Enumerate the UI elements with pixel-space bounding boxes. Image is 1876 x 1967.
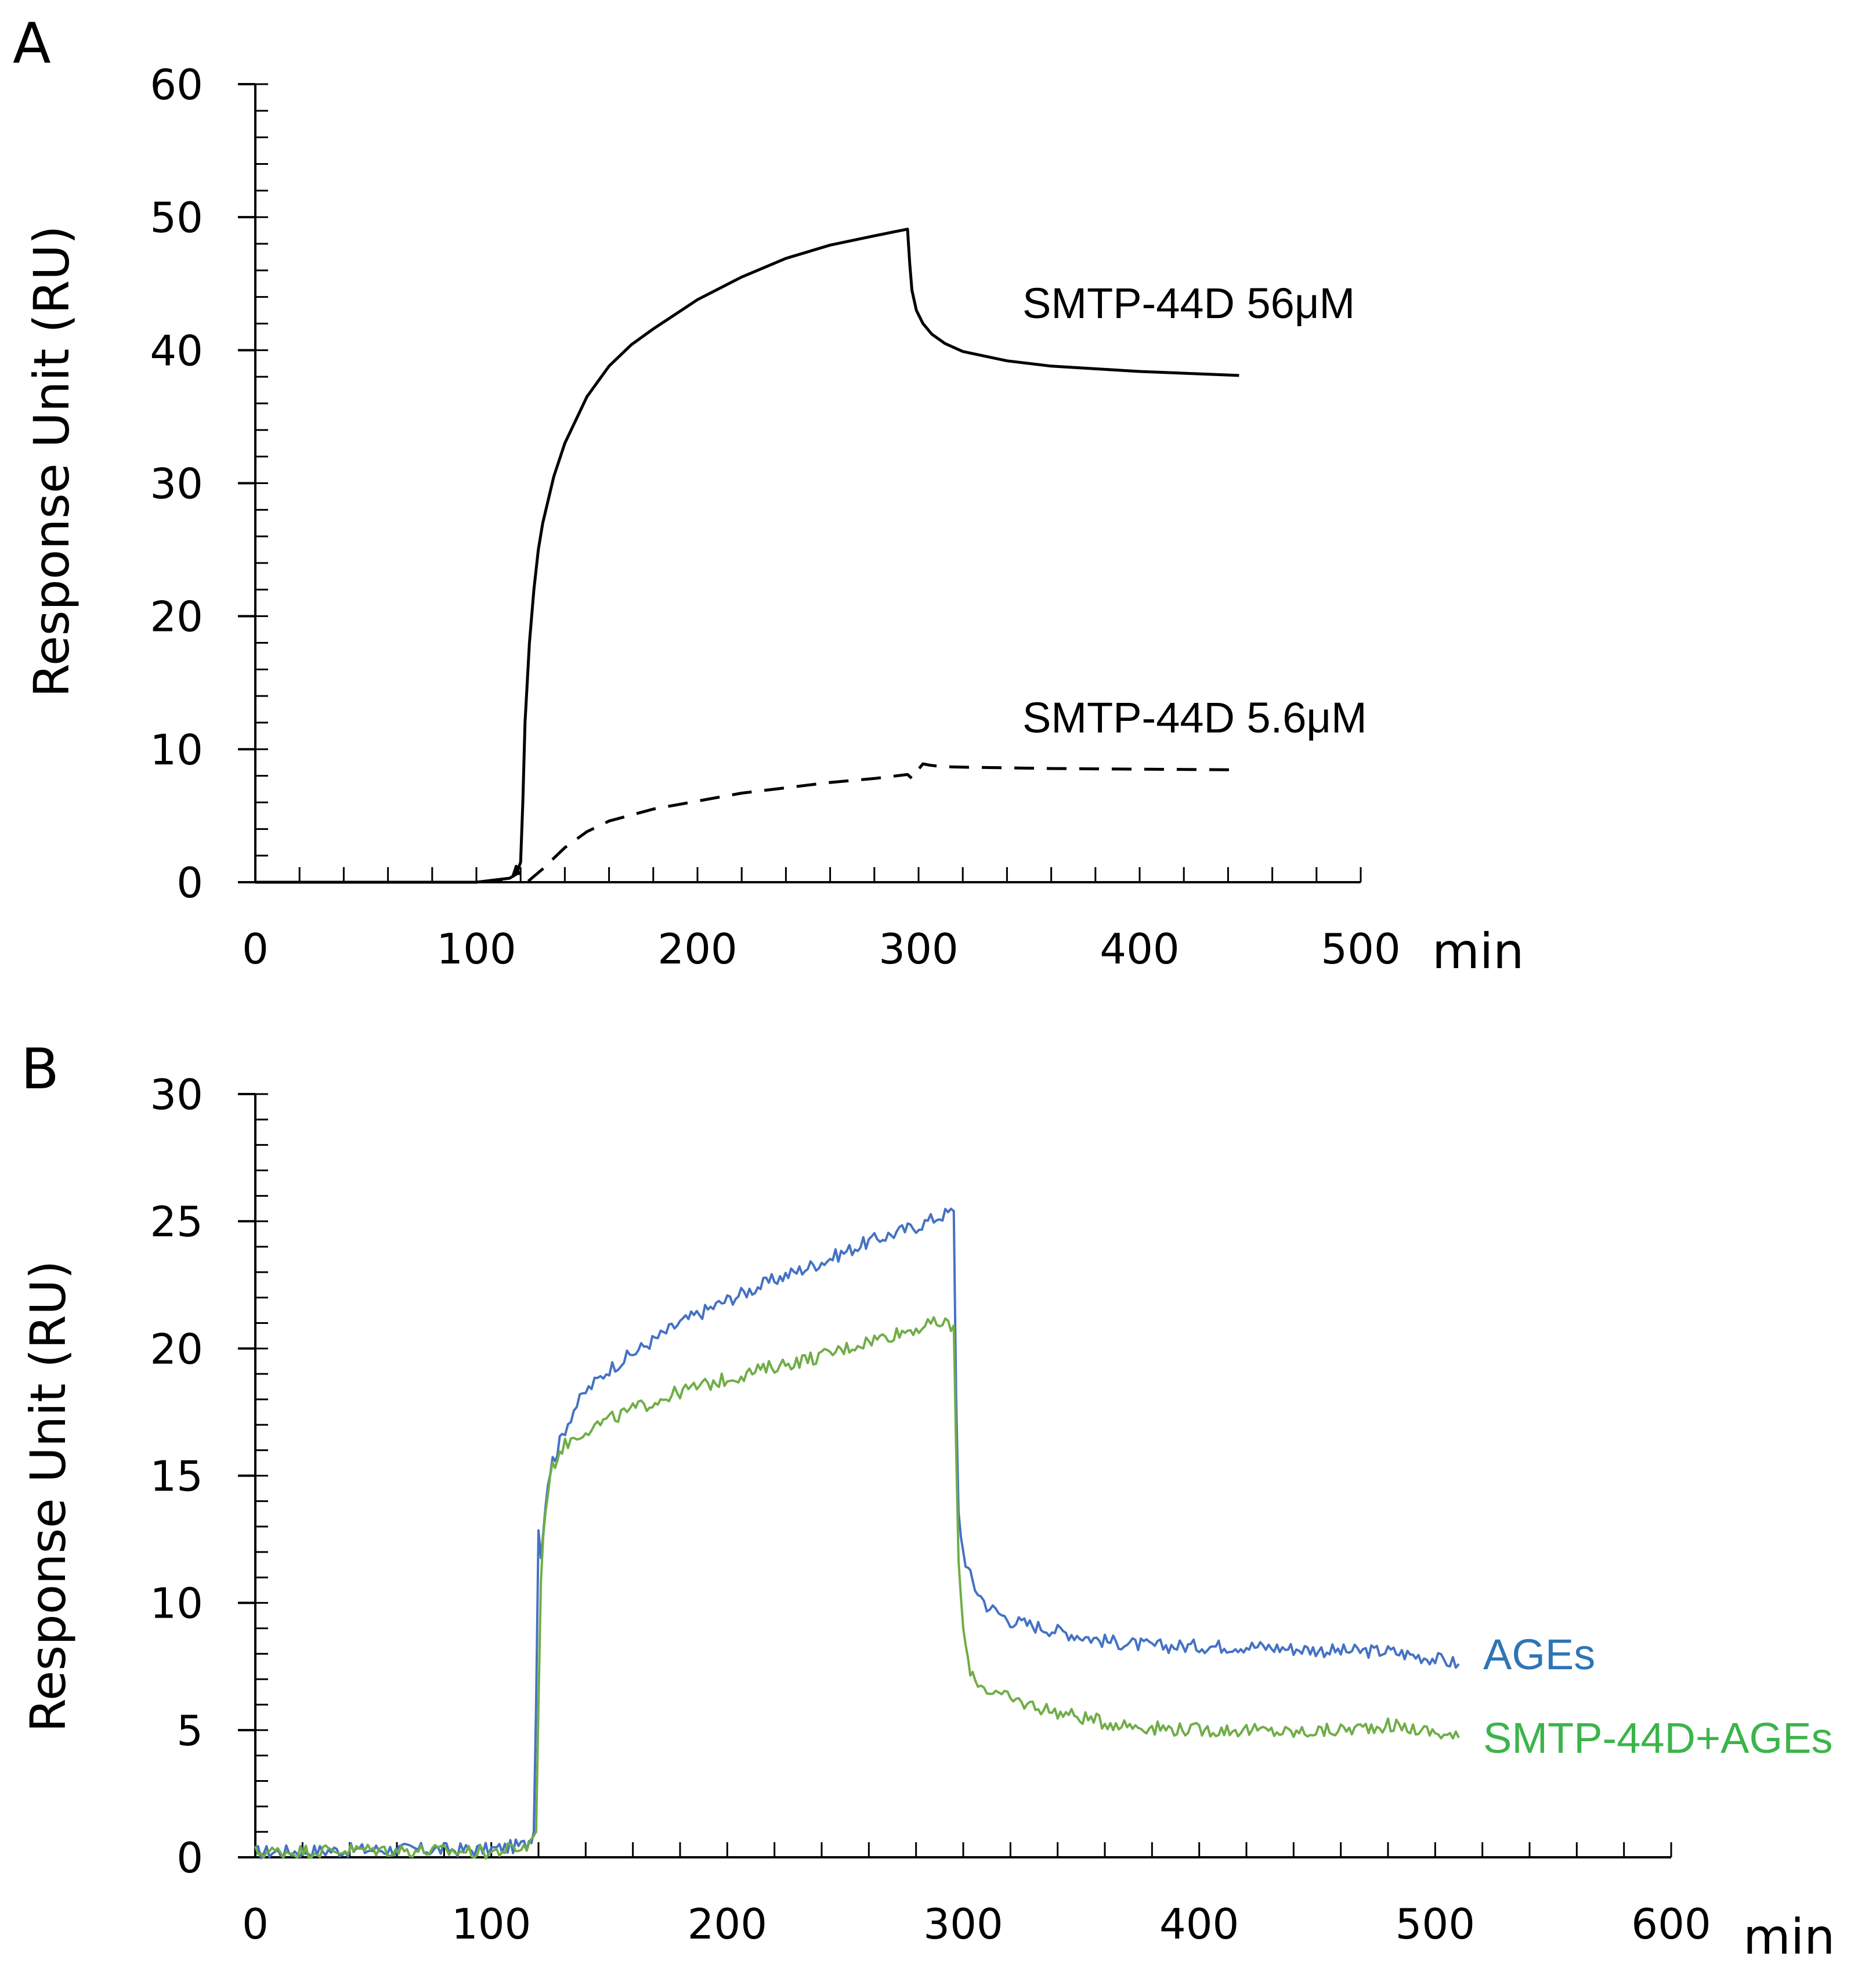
panel-b-y-tick-label: 10 — [150, 1579, 203, 1628]
panel-b-label: B — [21, 1037, 59, 1102]
panel-b-x-axis-unit: min — [1743, 1908, 1835, 1965]
panel-b-y-tick-label: 5 — [176, 1706, 203, 1755]
panel-b-label-smtp-ages: SMTP-44D+AGEs — [1483, 1714, 1832, 1762]
panel-a-series-line-0 — [255, 228, 1239, 884]
panel-a-x-tick-label: 200 — [657, 925, 737, 973]
panel-a-x-tick-label: 500 — [1321, 925, 1400, 973]
panel-a-x-axis-unit: min — [1432, 923, 1524, 980]
panel-a-y-tick-label: 50 — [150, 193, 203, 242]
panel-a-x-tick-label: 300 — [879, 925, 958, 973]
panel-b-y-tick-label: 15 — [150, 1452, 203, 1501]
panel-a-x-tick-label: 400 — [1100, 925, 1179, 973]
panel-b-y-tick-label: 25 — [150, 1197, 203, 1246]
panel-a-axes: 0 10 20 30 40 50 60 0 100 200 300 400 500 — [150, 60, 1400, 973]
panel-b-y-tick-label: 30 — [150, 1070, 203, 1119]
panel-b-x-tick-label: 300 — [923, 1900, 1003, 1948]
panel-a: A Response Unit (RU) min 0 10 20 30 40 50 60 0 1… — [13, 11, 1524, 980]
panel-b-x-tick-label: 0 — [242, 1900, 269, 1948]
panel-a-y-tick-label: 40 — [150, 326, 203, 375]
panel-a-y-tick-label: 10 — [150, 726, 203, 774]
panel-a-y-tick-label: 30 — [150, 460, 203, 508]
panel-a-x-tick-label: 0 — [242, 925, 269, 973]
panel-b-lines — [254, 1207, 1460, 1860]
panel-b-series-line-0 — [255, 1207, 1460, 1860]
panel-a-x-tick-label: 100 — [436, 925, 516, 973]
panel-b-y-tick-label: 20 — [150, 1324, 203, 1373]
panel-a-y-tick-label: 20 — [150, 593, 203, 641]
panel-b-series-line-1 — [254, 1316, 1460, 1860]
panel-a-series-line-1 — [255, 762, 1239, 884]
panel-a-y-tick-label: 60 — [150, 60, 203, 109]
panel-b-label-ages: AGEs — [1483, 1630, 1595, 1679]
panel-a-y-tick-label: 0 — [176, 858, 203, 907]
panel-b-y-axis-title: Response Unit (RU) — [20, 1260, 77, 1732]
panel-b-x-tick-label: 400 — [1159, 1900, 1239, 1948]
panel-a-label-5-6um: SMTP-44D 5.6μM — [1022, 694, 1367, 742]
panel-a-lines — [255, 228, 1239, 884]
panel-b-x-tick-label: 500 — [1396, 1900, 1475, 1948]
panel-b-x-tick-label: 600 — [1631, 1900, 1711, 1948]
panel-a-label: A — [13, 11, 51, 76]
panel-b-x-tick-label: 100 — [451, 1900, 531, 1948]
panel-b-y-tick-label: 0 — [176, 1834, 203, 1882]
panel-b-x-tick-label: 200 — [688, 1900, 767, 1948]
panel-a-label-56um: SMTP-44D 56μM — [1022, 279, 1355, 327]
panel-a-y-axis-title: Response Unit (RU) — [23, 225, 80, 697]
